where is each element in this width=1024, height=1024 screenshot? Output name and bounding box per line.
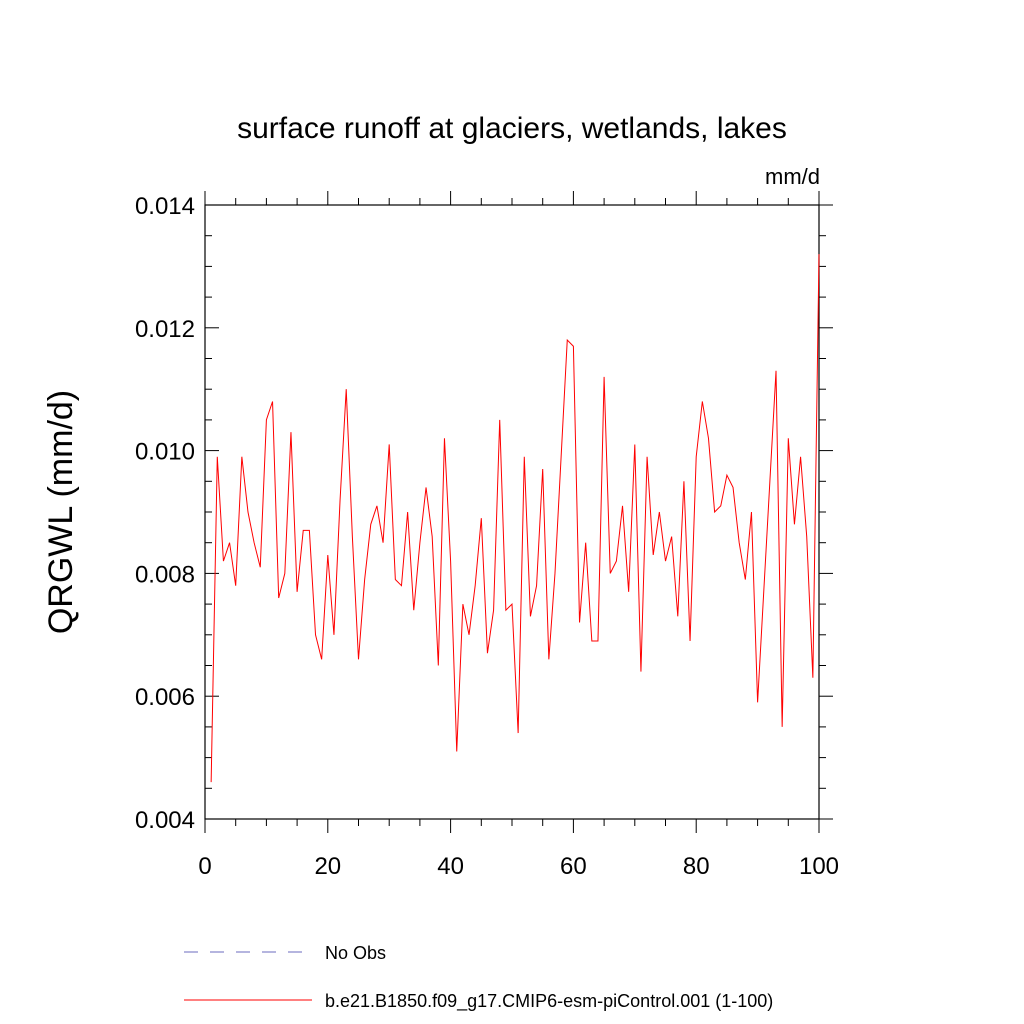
y-tick-labels: 0.004 0.006 0.008 0.010 0.012 0.014 [135, 193, 195, 834]
legend-label: b.e21.B1850.f09_g17.CMIP6-esm-piControl.… [325, 991, 773, 1012]
minor-ticks [205, 198, 826, 826]
y-tick-label: 0.008 [135, 561, 195, 588]
legend: No Obs b.e21.B1850.f09_g17.CMIP6-esm-piCo… [184, 943, 773, 1012]
plot-frame [204, 204, 820, 820]
plot-border [204, 204, 820, 820]
x-tick-label: 100 [799, 853, 839, 880]
y-tick-label: 0.006 [135, 684, 195, 711]
x-tick-label: 60 [560, 853, 587, 880]
y-tick-label: 0.004 [135, 807, 195, 834]
series-lines [210, 254, 820, 783]
x-tick-label: 20 [314, 853, 341, 880]
y-axis-label: QRGWL (mm/d) [42, 390, 80, 634]
x-tick-label: 0 [198, 853, 211, 880]
x-tick-label: 40 [437, 853, 464, 880]
y-tick-label: 0.010 [135, 439, 195, 466]
units-label: mm/d [765, 164, 820, 189]
series-line [210, 254, 820, 783]
major-ticks [204, 191, 833, 833]
legend-label: No Obs [325, 943, 386, 963]
y-tick-label: 0.012 [135, 316, 195, 343]
x-tick-labels: 0 20 40 60 80 100 [198, 853, 839, 880]
y-tick-label: 0.014 [135, 193, 195, 220]
chart-title: surface runoff at glaciers, wetlands, la… [237, 112, 787, 145]
x-tick-label: 80 [683, 853, 710, 880]
